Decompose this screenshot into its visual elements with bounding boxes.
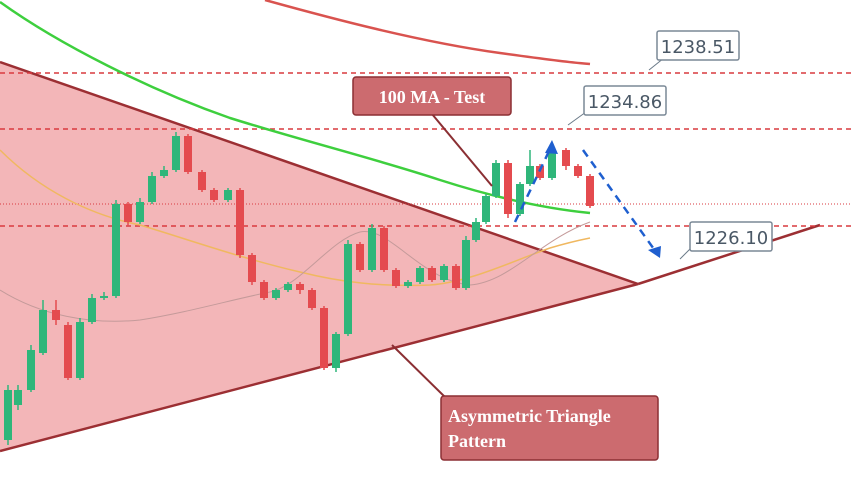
pointer-1234 bbox=[567, 111, 587, 126]
candle-body bbox=[392, 270, 400, 286]
candle-body bbox=[284, 284, 292, 290]
candle-body bbox=[368, 228, 376, 270]
pointer-triangle bbox=[391, 344, 449, 401]
candle-body bbox=[332, 334, 340, 368]
candle-body bbox=[136, 202, 144, 222]
candle-body bbox=[76, 322, 84, 378]
annotation-ma-test: 100 MA - Test bbox=[352, 76, 512, 116]
annotation-triangle-line1: Asymmetric Triangle bbox=[448, 406, 611, 426]
candle-body bbox=[248, 255, 256, 282]
candle-body bbox=[482, 196, 490, 222]
candle-body bbox=[344, 244, 352, 334]
candle-body bbox=[160, 170, 168, 176]
candle-body bbox=[452, 266, 460, 288]
candle-body bbox=[516, 184, 524, 214]
ma-red-line bbox=[264, 0, 591, 66]
candle-body bbox=[356, 244, 364, 270]
annotation-ma-test-text: 100 MA - Test bbox=[379, 87, 486, 107]
support-trendline bbox=[637, 223, 821, 286]
pointer-ma-test bbox=[431, 113, 493, 187]
triangle-lower-edge bbox=[0, 282, 639, 453]
candle-body bbox=[472, 222, 480, 240]
candle-body bbox=[14, 390, 22, 405]
candle-body bbox=[562, 150, 570, 166]
candle-body bbox=[100, 296, 108, 298]
price-label-1238-text: 1238.51 bbox=[661, 37, 735, 58]
candle-body bbox=[260, 282, 268, 298]
candle-body bbox=[4, 390, 12, 440]
candle-body bbox=[198, 172, 206, 190]
candle-body bbox=[184, 136, 192, 172]
candle-body bbox=[27, 350, 35, 390]
candle-body bbox=[380, 228, 388, 270]
ma-orange-line bbox=[0, 149, 591, 287]
candle-body bbox=[64, 325, 72, 378]
candle-body bbox=[504, 163, 512, 214]
candle-body bbox=[416, 268, 424, 282]
ma-green-line bbox=[0, 0, 591, 215]
candles-group bbox=[4, 132, 594, 445]
projection-arrowhead-up bbox=[545, 140, 558, 154]
candle-body bbox=[428, 268, 436, 280]
candle-body bbox=[272, 290, 280, 298]
candle-body bbox=[548, 150, 556, 178]
candle-body bbox=[236, 190, 244, 255]
candle-body bbox=[88, 298, 96, 322]
candle-body bbox=[526, 166, 534, 184]
candle-body bbox=[574, 166, 582, 176]
projection-arrow-up bbox=[513, 144, 554, 223]
candle-body bbox=[296, 284, 304, 290]
candle-body bbox=[462, 240, 470, 288]
candle-body bbox=[536, 166, 544, 178]
candle-body bbox=[308, 290, 316, 308]
projection-arrowhead-down bbox=[648, 246, 661, 258]
candle-body bbox=[320, 308, 328, 368]
price-label-1234: 1234.86 bbox=[583, 85, 667, 116]
candle-body bbox=[440, 266, 448, 280]
triangle-pattern bbox=[0, 62, 638, 451]
candle-body bbox=[112, 204, 120, 296]
candle-body bbox=[39, 310, 47, 353]
candle-body bbox=[210, 190, 218, 200]
candle-body bbox=[148, 176, 156, 202]
projection-arrow-down bbox=[581, 149, 658, 253]
price-label-1226-text: 1226.10 bbox=[694, 228, 768, 249]
ma-thin-line bbox=[0, 221, 591, 322]
price-label-1234-text: 1234.86 bbox=[588, 92, 662, 113]
candle-body bbox=[172, 136, 180, 170]
annotation-triangle-line2: Pattern bbox=[448, 431, 506, 451]
candle-body bbox=[404, 282, 412, 286]
price-label-1238: 1238.51 bbox=[656, 30, 740, 61]
candle-body bbox=[124, 204, 132, 222]
annotation-triangle: Asymmetric Triangle Pattern bbox=[440, 395, 659, 461]
candle-body bbox=[224, 190, 232, 200]
triangle-upper-edge bbox=[0, 60, 639, 286]
price-label-1226: 1226.10 bbox=[689, 221, 773, 252]
candle-body bbox=[586, 176, 594, 206]
candle-body bbox=[492, 163, 500, 196]
candle-body bbox=[52, 310, 60, 320]
